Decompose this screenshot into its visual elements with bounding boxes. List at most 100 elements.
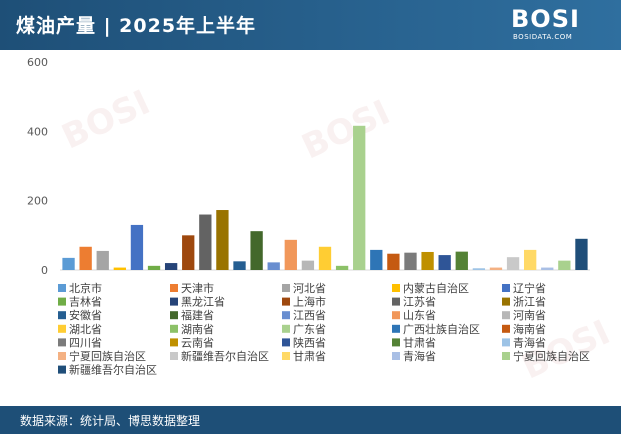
legend-label: 北京市 <box>69 281 102 295</box>
bar-31 <box>575 238 588 270</box>
legend-label: 内蒙古自治区 <box>403 281 469 295</box>
bar-5 <box>130 224 144 270</box>
legend-label: 福建省 <box>181 308 214 322</box>
legend-label: 青海省 <box>513 335 546 349</box>
bar-19 <box>370 249 383 270</box>
legend-label: 河南省 <box>513 309 546 322</box>
legend-swatch <box>170 352 178 360</box>
bar-29 <box>541 267 554 270</box>
legend-label: 广西壮族自治区 <box>403 322 480 336</box>
legend-swatch <box>170 297 178 306</box>
y-tick-label: 200 <box>27 195 48 208</box>
legend-swatch <box>170 284 178 292</box>
legend-label: 天津市 <box>181 281 214 295</box>
logo-subtext: BOSIDATA.COM <box>513 33 573 41</box>
chart-area: 0 200 400 600 北京市 天津市 河北省 内蒙古自治区 辽宁省 吉林省 黑龙江省 上海市 江苏… <box>0 50 621 406</box>
legend-label: 宁夏回族自治区 <box>513 349 590 363</box>
bar-6 <box>147 265 161 270</box>
legend-label: 安徽省 <box>69 308 102 322</box>
legend-label: 青海省 <box>403 349 436 363</box>
bar-9 <box>199 214 212 270</box>
legend-swatch <box>58 311 66 320</box>
legend-swatch <box>58 365 66 374</box>
bar-22 <box>421 251 434 270</box>
bar-3 <box>96 250 109 270</box>
bar-30 <box>558 260 571 270</box>
legend-label: 江西省 <box>293 309 326 322</box>
legend-label: 河北省 <box>293 282 326 295</box>
legend-swatch <box>282 311 290 320</box>
bar-11 <box>233 261 246 270</box>
bar-14 <box>284 239 297 270</box>
legend-label: 新疆维吾尔自治区 <box>69 363 157 377</box>
legend-swatch <box>502 338 510 347</box>
legend-label: 湖南省 <box>181 323 214 336</box>
legend-swatch <box>502 324 510 333</box>
legend-label: 甘肃省 <box>293 350 326 363</box>
bar-10 <box>216 210 229 270</box>
bar-23 <box>438 255 451 270</box>
page-title: 煤油产量 | 2025年上半年 <box>16 15 257 37</box>
legend-swatch <box>502 311 510 320</box>
bar-20 <box>387 253 400 270</box>
legend-swatch <box>282 338 290 347</box>
legend-label: 上海市 <box>293 295 326 309</box>
legend-swatch <box>282 352 290 360</box>
legend-label: 江苏省 <box>403 296 436 309</box>
bosi-logo: BOSI BOSIDATA.COM <box>511 6 609 44</box>
data-source: 数据来源：统计局、博思数据整理 <box>20 414 201 428</box>
legend-label: 浙江省 <box>513 296 546 309</box>
legend-label: 黑龙江省 <box>181 296 225 309</box>
y-tick-label: 0 <box>41 264 48 277</box>
bar-4 <box>113 267 126 270</box>
bar-12 <box>250 231 263 270</box>
y-tick-label: 600 <box>27 56 48 69</box>
legend-swatch <box>58 338 66 347</box>
legend-label: 山东省 <box>403 309 436 322</box>
legend-swatch <box>282 324 290 333</box>
bar-13 <box>267 262 280 270</box>
legend-label: 陕西省 <box>293 335 326 349</box>
legend-swatch <box>502 297 510 306</box>
legend-swatch <box>392 311 400 320</box>
legend-swatch <box>170 338 178 347</box>
legend-swatch <box>392 338 400 347</box>
legend-swatch <box>392 297 400 306</box>
logo-wordmark: BOSI <box>511 6 609 32</box>
legend-label: 宁夏回族自治区 <box>69 349 146 363</box>
footer-bar: 数据来源：统计局、博思数据整理 <box>0 406 621 434</box>
bar-28 <box>524 249 537 270</box>
legend-label: 甘肃省 <box>403 336 436 349</box>
legend-swatch <box>392 352 400 360</box>
legend-swatch <box>502 352 510 360</box>
bar-17 <box>335 265 349 270</box>
bar-27 <box>506 257 520 270</box>
legend-swatch <box>170 324 178 333</box>
bar-18 <box>353 125 366 270</box>
legend-swatch <box>58 352 66 360</box>
legend-swatch <box>58 297 66 306</box>
bar-26 <box>489 267 503 270</box>
bar-7 <box>164 263 178 270</box>
bar-1 <box>62 257 75 270</box>
legend-label: 湖北省 <box>69 323 102 336</box>
legend-label: 四川省 <box>69 336 102 349</box>
bar-2 <box>79 246 92 270</box>
y-tick-label: 400 <box>27 125 48 138</box>
bar-16 <box>318 246 332 270</box>
legend-swatch <box>282 284 290 292</box>
legend-label: 广东省 <box>293 323 326 336</box>
legend-swatch <box>392 324 400 333</box>
bar-15 <box>301 260 315 270</box>
legend-swatch <box>392 284 400 292</box>
bar-25 <box>472 268 486 270</box>
legend-swatch <box>282 297 290 306</box>
bar-21 <box>404 252 417 270</box>
legend-swatch <box>58 284 66 292</box>
legend-label: 云南省 <box>181 336 214 349</box>
logo-text: BOSI <box>511 5 580 33</box>
bar-8 <box>182 235 195 270</box>
legend-label: 吉林省 <box>69 295 102 309</box>
bar-24 <box>455 251 468 270</box>
